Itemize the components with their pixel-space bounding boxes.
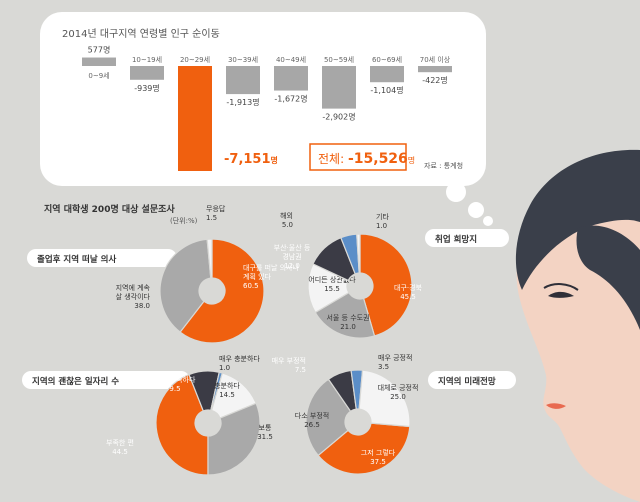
pie-slice-label: 해외 5.0 bbox=[280, 211, 293, 229]
pie-slice bbox=[317, 422, 411, 475]
woman-illustration bbox=[515, 149, 640, 502]
bar-category-label: 60~69세 bbox=[372, 55, 402, 64]
pie-slice-label: 그저 그렇다 37.5 bbox=[361, 448, 396, 466]
pie-slice-label: 매우 부족하다 9.5 bbox=[155, 375, 196, 393]
bar-6 bbox=[322, 66, 356, 109]
pie-title: 지역의 괜찮은 일자리 수 bbox=[32, 376, 119, 387]
pie-slice bbox=[179, 238, 265, 344]
bar-category-label: 30~39세 bbox=[228, 55, 258, 64]
bar-category-label: 70세 이상 bbox=[420, 55, 451, 64]
migration-title: 2014년 대구지역 연령별 인구 순이동 bbox=[62, 28, 220, 40]
svg-text:전체: -15,526명: 전체: -15,526명 bbox=[318, 151, 415, 167]
bar-category-label: 0~9세 bbox=[88, 71, 109, 80]
pie-slice-label: 대체로 긍정적 25.0 bbox=[378, 383, 419, 401]
bar-7 bbox=[370, 66, 404, 83]
pie-title-pill bbox=[27, 249, 177, 267]
bar-chart: 577명 0~9세 10~19세 -939명 20~29세 -7,151명 30~39세 -1… bbox=[82, 45, 452, 171]
total-label: 전체: bbox=[318, 152, 348, 166]
pie-slice bbox=[207, 402, 261, 476]
pie-slice bbox=[155, 373, 209, 476]
bar-4 bbox=[226, 66, 260, 95]
pie-slice-label: 무응답 1.5 bbox=[206, 204, 226, 222]
pie-slice-label: 매우 긍정적 3.5 bbox=[378, 353, 412, 371]
pie-slice-label: 다소 부정적 26.5 bbox=[295, 411, 329, 429]
pie-slice-label: 어디든 상관없다 15.5 bbox=[308, 275, 356, 293]
total-value: -15,526 bbox=[348, 151, 408, 167]
bar-value-label: 577명 bbox=[88, 45, 111, 55]
pie-slice-label: 매우 충분하다 1.0 bbox=[219, 354, 260, 372]
pie-slice-label: 충분하다 14.5 bbox=[214, 381, 240, 399]
pie-title: 취업 희망지 bbox=[435, 234, 477, 245]
survey-heading: 지역 대학생 200명 대상 설문조사 bbox=[44, 203, 175, 215]
pie-slice-label: 대구를 떠날 의사나 계획 있다 60.5 bbox=[243, 263, 300, 290]
pie-slice-label: 부산·울산 등 경남권 12.0 bbox=[274, 243, 311, 270]
pie-slice bbox=[206, 238, 213, 279]
pie-slice bbox=[359, 233, 413, 337]
bar-value-label: -1,913명 bbox=[226, 97, 259, 107]
pie-title-pill bbox=[425, 229, 509, 247]
bar-category-label: 20~29세 bbox=[180, 55, 210, 64]
pie-title: 지역의 미래전망 bbox=[438, 376, 496, 387]
bar-category-label: 50~59세 bbox=[324, 55, 354, 64]
bar-value-label: -7,151명 bbox=[224, 152, 278, 167]
pie-slice bbox=[358, 369, 411, 428]
source-note: 자료 : 통계청 bbox=[424, 161, 463, 170]
pie-slice-label: 부족한 편 44.5 bbox=[106, 438, 134, 456]
bar-category-label: 10~19세 bbox=[132, 55, 162, 64]
pie-slice-label: 대구·경북 45.5 bbox=[394, 283, 423, 301]
pie-title: 졸업후 지역 떠날 의사 bbox=[37, 254, 116, 265]
pie-slice-label: 보통 31.5 bbox=[257, 424, 273, 441]
bar-5 bbox=[274, 66, 308, 91]
bar-3 bbox=[178, 66, 212, 171]
thought-bubble bbox=[40, 12, 493, 226]
pie-slice bbox=[305, 378, 352, 457]
bar-category-label: 40~49세 bbox=[276, 55, 306, 64]
bar-2 bbox=[130, 66, 164, 80]
pie-slice-label: 기타 1.0 bbox=[376, 212, 389, 230]
pie1-unit-note: (단위:%) bbox=[170, 216, 198, 225]
total-box: 전체: -15,526명 bbox=[309, 143, 415, 171]
total-unit: 명 bbox=[408, 155, 415, 165]
pie-slice-label: 지역에 계속 살 생각이다 38.0 bbox=[116, 283, 151, 310]
bar-value-label: -2,902명 bbox=[322, 112, 355, 122]
pie-title-pill bbox=[428, 371, 516, 389]
bar-8 bbox=[418, 66, 452, 73]
pie-slice-label: 매우 부정적 7.5 bbox=[272, 356, 306, 374]
pie-slice-label: 서울 등 수도권 21.0 bbox=[326, 313, 369, 331]
pie-title-pill bbox=[22, 371, 190, 389]
bar-value-label: -939명 bbox=[134, 83, 160, 93]
bar-value-label: -422명 bbox=[422, 75, 448, 85]
bar-value-label: -1,672명 bbox=[274, 94, 307, 104]
pie-slice bbox=[356, 233, 361, 274]
pie-slice bbox=[159, 238, 212, 333]
bar-value-label: -1,104명 bbox=[370, 85, 403, 95]
bar-1 bbox=[82, 57, 116, 66]
